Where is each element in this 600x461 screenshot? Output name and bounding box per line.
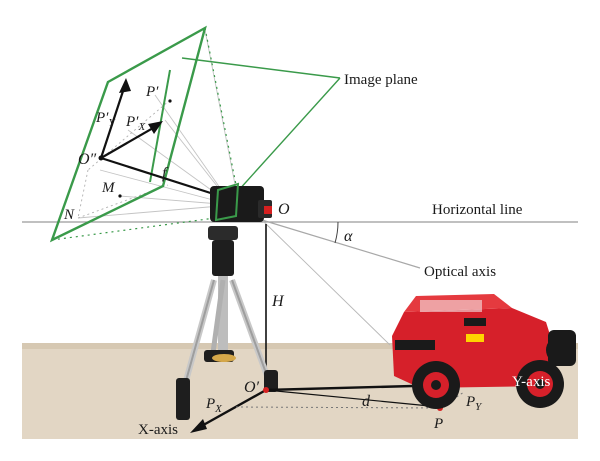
label-p-prime-y: P′Y xyxy=(95,110,116,129)
label-px: PX xyxy=(205,396,223,415)
alpha-arc xyxy=(334,221,339,244)
label-p-prime: P′ xyxy=(145,84,159,100)
label-o-prime: O′ xyxy=(244,379,260,396)
label-horizontal-line: Horizontal line xyxy=(432,202,523,218)
label-p-prime-y-sub: Y xyxy=(108,117,116,129)
label-p-prime-x: P′X xyxy=(125,114,146,133)
image-y-arrowhead xyxy=(119,78,131,93)
label-f: f xyxy=(162,165,169,182)
x-axis-line xyxy=(197,388,267,430)
label-py-sub: Y xyxy=(475,401,483,413)
label-p: P xyxy=(433,416,443,432)
label-alpha: α xyxy=(344,228,353,245)
label-o-double-prime: O″ xyxy=(78,151,97,168)
label-d: d xyxy=(362,393,371,410)
label-x-axis: X-axis xyxy=(138,422,178,438)
x-axis-arrowhead xyxy=(190,419,207,433)
image-axes xyxy=(99,81,221,198)
label-p-prime-y-main: P′ xyxy=(95,110,109,126)
label-px-sub: X xyxy=(214,403,223,415)
image-plane-inner xyxy=(77,99,171,219)
label-y-axis: Y-axis xyxy=(512,374,550,390)
label-m: M xyxy=(101,180,116,196)
label-p-prime-x-sub: X xyxy=(137,121,146,133)
image-x-arrowhead xyxy=(148,121,163,134)
point-p-prime-dot xyxy=(168,99,172,103)
point-m-dot xyxy=(118,194,122,198)
image-plane xyxy=(49,25,207,243)
label-n: N xyxy=(63,207,75,223)
camera xyxy=(210,182,272,222)
image-plane-callout-1 xyxy=(181,57,341,79)
point-o-double-prime-dot xyxy=(98,155,104,161)
tripod xyxy=(176,226,278,420)
px-dotted-line xyxy=(235,406,441,409)
floor-shadow xyxy=(22,343,578,349)
point-o-prime-dot xyxy=(263,387,269,393)
label-optical-axis: Optical axis xyxy=(424,264,496,280)
label-py-main: P xyxy=(465,394,475,410)
camera-to-p-ray xyxy=(261,219,391,346)
toy-car xyxy=(392,294,576,409)
image-plane-callout-2 xyxy=(227,77,341,203)
label-h: H xyxy=(271,293,285,310)
optical-axis-line xyxy=(261,219,421,269)
label-o: O xyxy=(278,201,290,218)
label-image-plane: Image plane xyxy=(344,72,418,88)
frustum-dotted xyxy=(51,27,239,241)
distance-line xyxy=(265,389,441,408)
image-plane-inner-edge xyxy=(149,69,171,183)
label-px-main: P xyxy=(205,396,215,412)
label-py: PY xyxy=(465,394,483,413)
label-p-prime-x-main: P′ xyxy=(125,114,139,130)
